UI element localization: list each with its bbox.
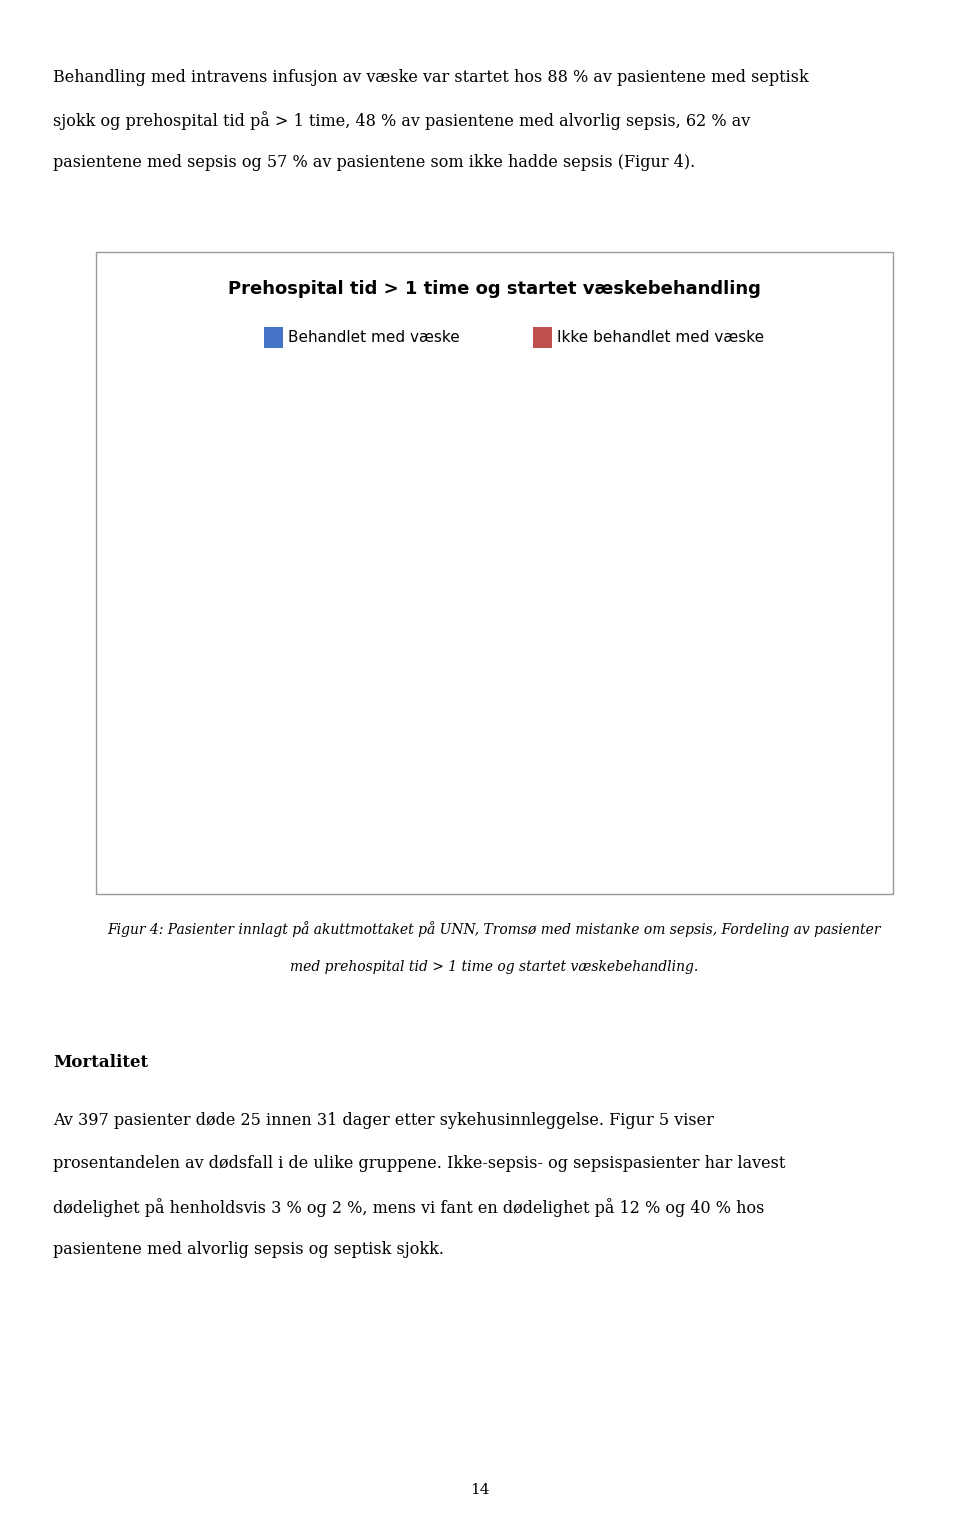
Text: Prehospital tid > 1 time og startet væskebehandling: Prehospital tid > 1 time og startet væsk… <box>228 280 761 298</box>
Text: 38 %: 38 % <box>381 463 423 481</box>
Text: Ikke behandlet med væske: Ikke behandlet med væske <box>557 330 764 345</box>
Bar <box>726 445 818 787</box>
Text: 12 %: 12 % <box>751 413 793 431</box>
Text: 57 %: 57 % <box>196 668 238 685</box>
Text: Behandling med intravens infusjon av væske var startet hos 88 % av pasientene me: Behandling med intravens infusjon av væs… <box>53 69 808 86</box>
Text: 52 %: 52 % <box>565 490 608 509</box>
Bar <box>356 545 448 787</box>
Bar <box>540 397 633 601</box>
Text: Av 397 pasienter døde 25 innen 31 dager etter sykehusinnleggelse. Figur 5 viser: Av 397 pasienter døde 25 innen 31 dager … <box>53 1112 713 1129</box>
Bar <box>171 565 263 787</box>
Text: Figur 4: Pasienter innlagt på akuttmottaket på UNN, Tromsø med mistanke om sepsi: Figur 4: Pasienter innlagt på akuttmotta… <box>108 921 881 937</box>
Text: Mortalitet: Mortalitet <box>53 1054 148 1071</box>
Bar <box>171 397 263 565</box>
Text: dødelighet på henholdsvis 3 % og 2 %, mens vi fant en dødelighet på 12 % og 40 %: dødelighet på henholdsvis 3 % og 2 %, me… <box>53 1198 764 1216</box>
Text: 62 %: 62 % <box>381 657 423 675</box>
Bar <box>356 397 448 545</box>
Text: 43 %: 43 % <box>196 472 238 490</box>
Text: prosentandelen av dødsfall i de ulike gruppene. Ikke-sepsis- og sepsispasienter : prosentandelen av dødsfall i de ulike gr… <box>53 1155 785 1172</box>
Text: med prehospital tid > 1 time og startet væskebehandling.: med prehospital tid > 1 time og startet … <box>290 960 699 973</box>
Text: sjokk og prehospital tid på > 1 time, 48 % av pasientene med alvorlig sepsis, 62: sjokk og prehospital tid på > 1 time, 48… <box>53 112 750 130</box>
Text: Behandlet med væske: Behandlet med væske <box>288 330 460 345</box>
Text: pasientene med alvorlig sepsis og septisk sjokk.: pasientene med alvorlig sepsis og septis… <box>53 1241 444 1258</box>
Bar <box>540 601 633 787</box>
Text: pasientene med sepsis og 57 % av pasientene som ikke hadde sepsis (Figur 4).: pasientene med sepsis og 57 % av pasient… <box>53 154 695 171</box>
Bar <box>726 397 818 445</box>
Text: 48 %: 48 % <box>565 685 608 703</box>
Text: 14: 14 <box>470 1482 490 1497</box>
Text: 88 %: 88 % <box>751 607 793 625</box>
